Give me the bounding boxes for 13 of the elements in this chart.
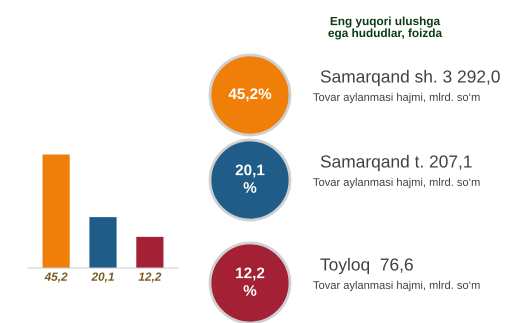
text: Tovar aylanmasi hajmi, mlrd. so‘m — [313, 280, 480, 292]
text: 20,1 % — [236, 164, 264, 193]
text: Eng yuqori ulushga ega hududlar, foizda — [328, 16, 442, 40]
data-label: 12,2 — [138, 272, 162, 283]
text: 12,2 % — [236, 268, 264, 296]
text: Toyloq 76,6 — [320, 258, 413, 274]
text: Tovar aylanmasi hajmi, mlrd. so‘m — [313, 178, 480, 188]
text: Tovar aylanmasi hajmi, mlrd. so‘m — [313, 92, 480, 104]
text: Samarqand sh. 3 292,0 — [320, 70, 500, 86]
data-label: 45,2 — [44, 272, 68, 283]
text: 45,2% — [228, 88, 272, 102]
data-label: 20,1 — [91, 272, 114, 283]
text: Samarqand t. 207,1 — [320, 154, 472, 172]
